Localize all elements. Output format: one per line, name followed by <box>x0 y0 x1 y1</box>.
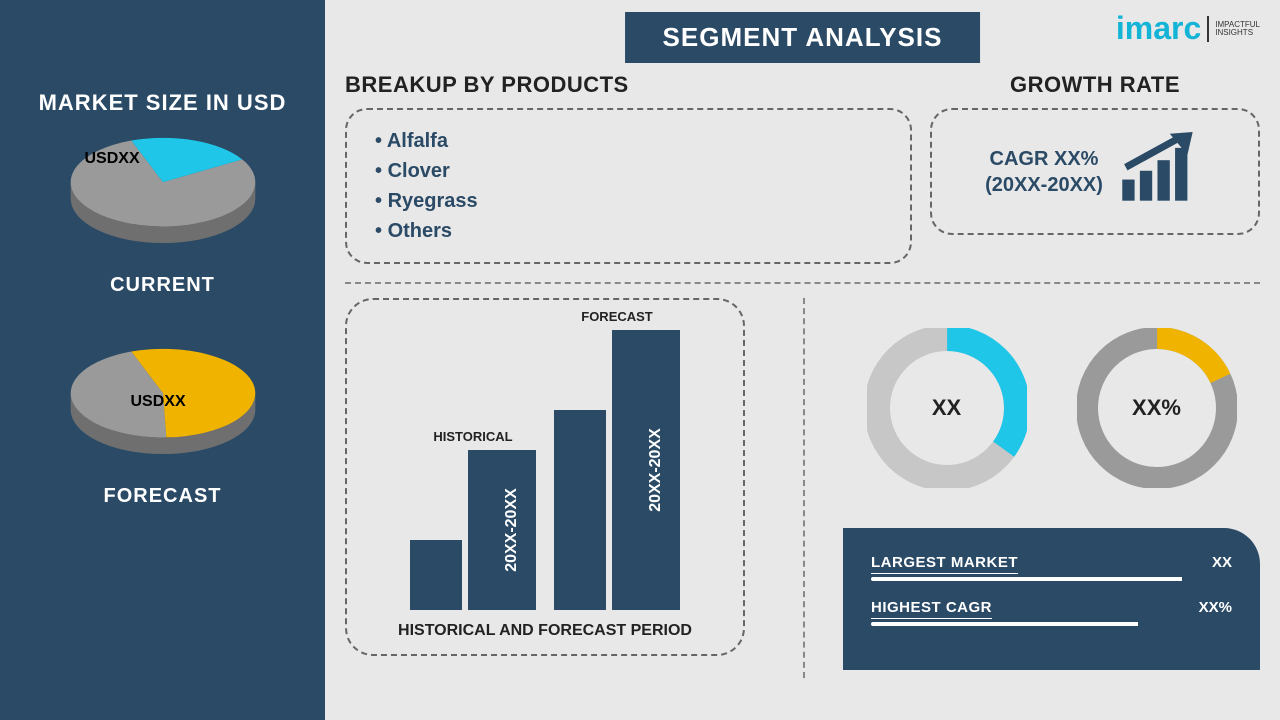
bar-big: 20XX-20XX <box>468 450 536 610</box>
logo-divider <box>1207 16 1209 42</box>
info-value: XX% <box>1199 599 1232 616</box>
logo-text: imarc <box>1116 10 1201 47</box>
bar-period-label: 20XX-20XX <box>647 428 665 512</box>
right-column: XX XX% LARGEST MARKET XX HIGHEST CAGR XX% <box>823 298 1260 670</box>
donut-center-value: XX <box>932 395 961 421</box>
historical-forecast-section: 20XX-20XXHISTORICAL20XX-20XXFORECAST HIS… <box>345 298 785 656</box>
breakup-item: Alfalfa <box>375 126 882 156</box>
vertical-divider <box>803 298 805 678</box>
pie-value-label: USDXX <box>85 150 140 168</box>
bar-small <box>410 540 462 610</box>
brand-logo: imarc IMPACTFULINSIGHTS <box>1116 10 1260 47</box>
hist-caption: HISTORICAL AND FORECAST PERIOD <box>371 622 719 640</box>
pie-current: USDXX CURRENT <box>33 136 293 297</box>
breakup-heading: BREAKUP BY PRODUCTS <box>345 72 912 98</box>
donut-chart: XX <box>867 328 1027 488</box>
bar-chart: 20XX-20XXHISTORICAL20XX-20XXFORECAST <box>371 320 719 610</box>
pie-forecast-caption: FORECAST <box>104 485 222 508</box>
page-title: SEGMENT ANALYSIS <box>625 12 981 63</box>
info-progress-bar <box>871 577 1232 581</box>
info-label: LARGEST MARKET <box>871 554 1031 571</box>
bar-big: 20XX-20XX <box>612 330 680 610</box>
info-row: LARGEST MARKET XX <box>871 554 1232 571</box>
breakup-item: Clover <box>375 156 882 186</box>
pie-current-caption: CURRENT <box>110 274 215 297</box>
breakup-item: Others <box>375 216 882 246</box>
breakup-item: Ryegrass <box>375 186 882 216</box>
pie-value-label: USDXX <box>131 393 186 411</box>
bar-top-label: HISTORICAL <box>410 429 536 444</box>
bar-period-label: 20XX-20XX <box>503 488 521 572</box>
bar-group: 20XX-20XXFORECAST <box>554 330 680 610</box>
breakup-section: BREAKUP BY PRODUCTS AlfalfaCloverRyegras… <box>345 72 912 264</box>
sidebar-heading: MARKET SIZE IN USD <box>39 90 287 116</box>
sidebar-market-size: MARKET SIZE IN USD USDXX CURRENT USDXX F… <box>0 0 325 720</box>
bar-small <box>554 410 606 610</box>
breakup-box: AlfalfaCloverRyegrassOthers <box>345 108 912 264</box>
cagr-text: CAGR XX% (20XX-20XX) <box>985 146 1103 198</box>
growth-box: CAGR XX% (20XX-20XX) <box>930 108 1260 235</box>
breakup-list: AlfalfaCloverRyegrassOthers <box>375 126 882 246</box>
info-label: HIGHEST CAGR <box>871 599 1031 616</box>
bar-top-label: FORECAST <box>554 309 680 324</box>
info-progress-bar <box>871 622 1232 626</box>
info-panel: LARGEST MARKET XX HIGHEST CAGR XX% <box>843 528 1260 670</box>
growth-chart-icon <box>1117 132 1205 211</box>
donut-chart: XX% <box>1077 328 1237 488</box>
info-value: XX <box>1212 554 1232 571</box>
bar-group: 20XX-20XXHISTORICAL <box>410 450 536 610</box>
logo-tagline: IMPACTFULINSIGHTS <box>1215 21 1260 37</box>
pie-forecast: USDXX FORECAST <box>33 347 293 508</box>
main-panel: SEGMENT ANALYSIS imarc IMPACTFULINSIGHTS… <box>325 0 1280 720</box>
growth-heading: GROWTH RATE <box>930 72 1260 98</box>
horizontal-divider <box>345 282 1260 284</box>
donut-center-value: XX% <box>1132 395 1181 421</box>
info-row: HIGHEST CAGR XX% <box>871 599 1232 616</box>
donut-row: XX XX% <box>843 328 1260 488</box>
growth-section: GROWTH RATE CAGR XX% (20XX-20XX) <box>930 72 1260 264</box>
